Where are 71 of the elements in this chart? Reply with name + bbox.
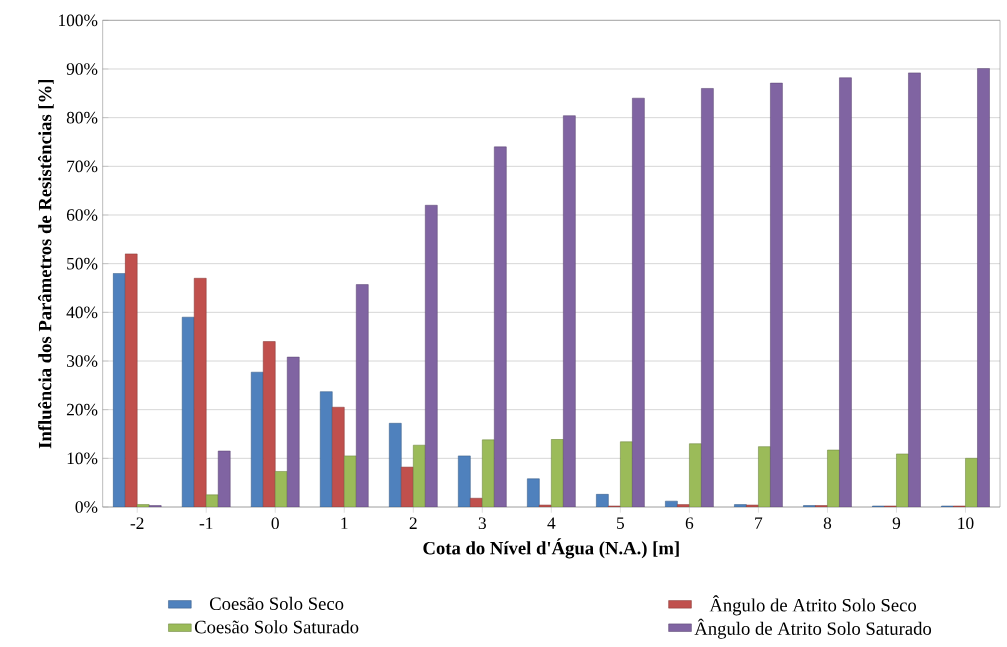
bar <box>758 446 771 507</box>
bar <box>839 77 852 507</box>
x-tick-label: 2 <box>409 517 417 529</box>
x-tick-label: 4 <box>547 517 556 529</box>
legend-label: Ângulo de Atrito Solo Seco <box>709 595 917 616</box>
bar <box>389 423 402 507</box>
y-tick-label: 80% <box>66 111 98 124</box>
bar <box>965 458 978 507</box>
bar <box>343 455 357 507</box>
y-tick-label: 50% <box>67 257 98 270</box>
legend-label: Ângulo de Atrito Solo Saturado <box>694 618 932 639</box>
bar <box>563 115 576 507</box>
bar <box>701 88 714 507</box>
x-tick-label: 7 <box>755 517 763 529</box>
bar <box>665 500 678 507</box>
bar <box>413 444 426 507</box>
bar <box>193 278 207 507</box>
x-tick-label: 1 <box>341 517 348 529</box>
bar <box>319 391 333 507</box>
bar <box>527 478 540 507</box>
bar <box>470 497 483 507</box>
bar <box>620 441 633 507</box>
y-tick-label: 60% <box>66 209 98 221</box>
y-tick-label: 20% <box>66 403 98 416</box>
bar <box>250 371 264 507</box>
x-tick-label: -1 <box>199 517 213 529</box>
y-axis-title: Influência dos Parâmetros de Resistências [%] <box>38 79 54 449</box>
x-tick-label: -2 <box>130 517 144 529</box>
bar <box>331 406 345 507</box>
bar <box>482 439 495 507</box>
bar <box>977 68 990 507</box>
bar <box>355 284 369 507</box>
bar <box>205 494 219 507</box>
y-tick-label: 90% <box>66 63 98 75</box>
x-axis-title: Cota do Nível d'Água (N.A.) [m] <box>423 538 679 559</box>
bar <box>124 253 138 507</box>
bar <box>770 82 783 507</box>
bar <box>274 471 288 507</box>
bar <box>136 504 150 507</box>
bar <box>112 273 126 507</box>
y-tick-label: 100% <box>59 14 98 27</box>
y-tick-label: 70% <box>67 160 98 173</box>
x-tick-label: 5 <box>617 517 625 529</box>
y-tick-label: 40% <box>66 306 98 319</box>
bar <box>734 504 747 507</box>
x-tick-label: 6 <box>685 517 694 530</box>
y-tick-label: 10% <box>67 452 98 465</box>
bar <box>425 205 438 507</box>
bar <box>494 146 507 507</box>
bar <box>689 443 702 507</box>
bar <box>827 449 840 507</box>
bar <box>401 466 414 507</box>
x-tick-label: 9 <box>892 517 901 530</box>
bar <box>458 455 471 507</box>
y-tick-label: 30% <box>67 355 98 367</box>
x-tick-label: 8 <box>823 517 832 530</box>
bar <box>596 494 609 507</box>
bar <box>896 453 909 507</box>
y-tick-label: 0% <box>75 501 98 513</box>
bar <box>262 341 276 507</box>
bar <box>181 316 195 507</box>
bar <box>286 356 300 507</box>
bar <box>551 439 564 507</box>
bar <box>632 97 645 507</box>
x-tick-label: 0 <box>271 517 279 530</box>
bar <box>677 504 690 507</box>
bar <box>908 72 921 507</box>
x-tick-label: 10 <box>958 517 974 530</box>
legend-label: Coesão Solo Seco <box>209 596 344 611</box>
legend-label: Coesão Solo Saturado <box>194 620 359 634</box>
x-tick-label: 3 <box>478 517 486 530</box>
